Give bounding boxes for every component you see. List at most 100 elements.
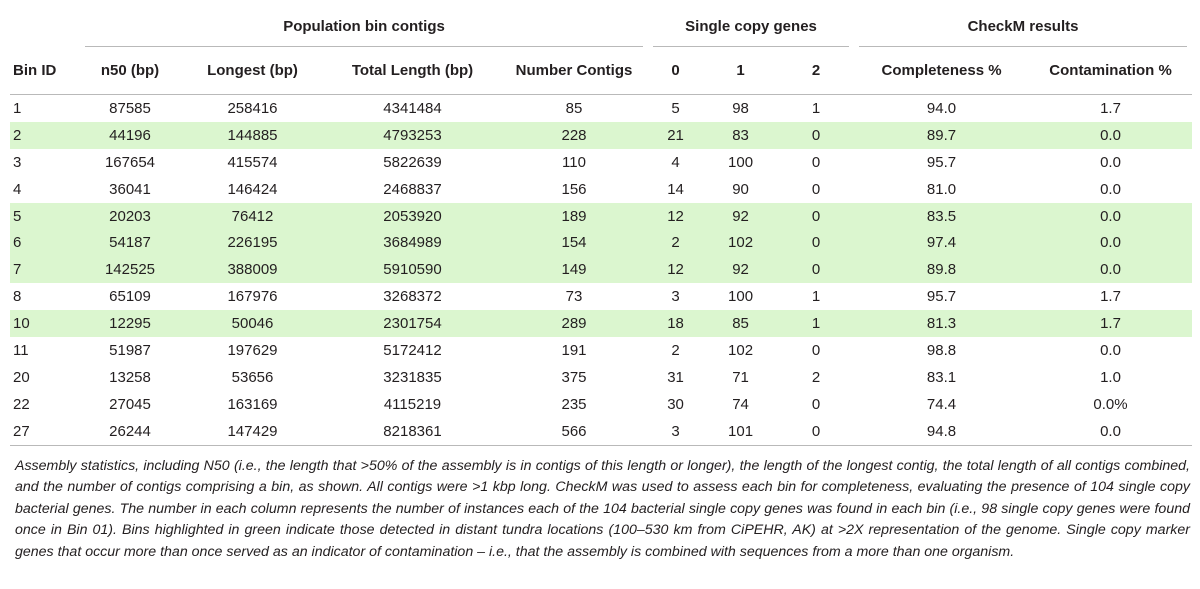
copies-0-cell: 31 — [667, 368, 684, 386]
total-length-cell: 3684989 — [325, 229, 500, 257]
copies-0-cell: 2 — [648, 229, 704, 257]
longest-cell: 144885 — [180, 121, 325, 149]
contamination-cell: 0.0 — [1029, 202, 1193, 230]
copies-2-cell: 0 — [811, 153, 821, 171]
copies-0-cell: 4 — [671, 153, 680, 171]
copies-1-cell: 83 — [703, 121, 779, 149]
contamination-cell: 0.0 — [1029, 417, 1193, 446]
contamination-cell: 1.7 — [1100, 99, 1121, 117]
bin-id-cell: 2 — [10, 121, 80, 149]
contamination-cell: 0.0 — [1100, 180, 1121, 198]
column-header-row: Bin ID n50 (bp) Longest (bp) Total Lengt… — [10, 47, 1193, 95]
table-row: 8 65109 167976 3268372 73 3 100 1 95.7 1.7 — [10, 283, 1192, 310]
bin-id-cell: 4 — [13, 180, 22, 198]
longest-cell: 167976 — [227, 288, 278, 306]
longest-cell: 76412 — [180, 202, 325, 230]
copies-2-cell: 0 — [811, 180, 821, 198]
contamination-cell: 0.0 — [1100, 341, 1121, 359]
bin-id-cell: 10 — [10, 310, 80, 338]
copies-2-cell: 0 — [811, 341, 821, 359]
bin-id-cell: 5 — [10, 202, 80, 230]
number-contigs-cell: 85 — [565, 99, 583, 117]
longest-cell: 197629 — [227, 341, 278, 359]
contamination-cell: 1.0 — [1100, 368, 1121, 386]
total-length-cell: 5910590 — [325, 256, 500, 284]
number-contigs-cell: 228 — [500, 121, 649, 149]
copies-2-cell: 1 — [811, 99, 821, 117]
copies-2-cell: 1 — [811, 288, 821, 306]
copies-1-cell: 100 — [728, 288, 754, 306]
bin-id-cell: 8 — [13, 288, 22, 306]
n50-cell: 87585 — [109, 99, 151, 117]
copies-1-cell: 71 — [732, 368, 749, 386]
group-header-spacer — [10, 6, 80, 47]
completeness-cell: 94.8 — [854, 417, 1030, 446]
total-length-cell: 4115219 — [383, 395, 442, 413]
column-header-contamination: Contamination % — [1029, 47, 1193, 95]
total-length-cell: 2053920 — [325, 202, 500, 230]
group-header-population-bin-contigs: Population bin contigs — [80, 6, 649, 47]
bin-id-cell: 11 — [13, 341, 29, 359]
copies-1-cell: 92 — [703, 256, 779, 284]
total-length-cell: 4341484 — [383, 99, 442, 117]
total-length-cell: 4793253 — [325, 121, 500, 149]
table-row: 22 27045 163169 4115219 235 30 74 0 74.4 0.0% — [10, 391, 1192, 418]
completeness-cell: 89.8 — [854, 256, 1030, 284]
number-contigs-cell: 191 — [561, 341, 587, 359]
table-row: 7 142525 388009 5910590 149 12 92 0 89.8 0.0 — [10, 256, 1193, 284]
contamination-cell: 0.0 — [1029, 229, 1193, 257]
table-row: 5 20203 76412 2053920 189 12 92 0 83.5 0.0 — [10, 202, 1193, 230]
bin-id-cell: 20 — [13, 368, 30, 386]
column-header-completeness: Completeness % — [854, 47, 1030, 95]
total-length-cell: 2468837 — [383, 180, 442, 198]
copies-0-cell: 12 — [648, 256, 704, 284]
copies-0-cell: 2 — [671, 341, 680, 359]
copies-2-cell: 0 — [778, 202, 855, 230]
completeness-cell: 81.0 — [926, 180, 957, 198]
copies-2-cell: 0 — [778, 417, 855, 446]
number-contigs-cell: 189 — [500, 202, 649, 230]
number-contigs-cell: 156 — [561, 180, 587, 198]
table-row: 4 36041 146424 2468837 156 14 90 0 81.0 0.0 — [10, 176, 1192, 203]
copies-0-cell: 30 — [667, 395, 684, 413]
n50-cell: 54187 — [80, 229, 180, 257]
completeness-cell: 95.7 — [926, 153, 957, 171]
table-row: 1 87585 258416 4341484 85 5 98 1 94.0 1.7 — [10, 95, 1192, 122]
copies-2-cell: 0 — [778, 229, 855, 257]
n50-cell: 167654 — [104, 153, 156, 171]
table-row: 11 51987 197629 5172412 191 2 102 0 98.8 0.0 — [10, 337, 1192, 364]
number-contigs-cell: 235 — [561, 395, 587, 413]
copies-1-cell: 92 — [703, 202, 779, 230]
number-contigs-cell: 375 — [561, 368, 587, 386]
n50-cell: 26244 — [80, 417, 180, 446]
longest-cell: 146424 — [227, 180, 278, 198]
completeness-cell: 89.7 — [854, 121, 1030, 149]
number-contigs-cell: 149 — [500, 256, 649, 284]
copies-2-cell: 0 — [778, 256, 855, 284]
longest-cell: 163169 — [227, 395, 278, 413]
longest-cell: 258416 — [227, 99, 278, 117]
bin-statistics-table: Population bin contigs Single copy genes… — [10, 6, 1193, 446]
n50-cell: 65109 — [109, 288, 151, 306]
longest-cell: 415574 — [227, 153, 278, 171]
n50-cell: 12295 — [80, 310, 180, 338]
copies-1-cell: 85 — [703, 310, 779, 338]
group-header-single-copy-genes: Single copy genes — [648, 6, 855, 47]
copies-1-cell: 74 — [732, 395, 749, 413]
table-caption: Assembly statistics, including N50 (i.e.… — [15, 458, 1190, 560]
copies-2-cell: 0 — [778, 121, 855, 149]
total-length-cell: 3231835 — [383, 368, 442, 386]
table-body: 1 87585 258416 4341484 85 5 98 1 94.0 1.7 2 44196 14… — [10, 95, 1193, 446]
n50-cell: 13258 — [109, 368, 151, 386]
column-header-number-contigs: Number Contigs — [500, 47, 649, 95]
contamination-cell: 1.7 — [1029, 310, 1193, 338]
number-contigs-cell: 289 — [500, 310, 649, 338]
table-row: 27 26244 147429 8218361 566 3 101 0 94.8 0.0 — [10, 417, 1193, 446]
completeness-cell: 98.8 — [926, 341, 957, 359]
longest-cell: 53656 — [231, 368, 274, 386]
copies-0-cell: 18 — [648, 310, 704, 338]
longest-cell: 147429 — [180, 417, 325, 446]
column-header-n50: n50 (bp) — [80, 47, 180, 95]
table-row: 20 13258 53656 3231835 375 31 71 2 83.1 1.0 — [10, 364, 1192, 391]
